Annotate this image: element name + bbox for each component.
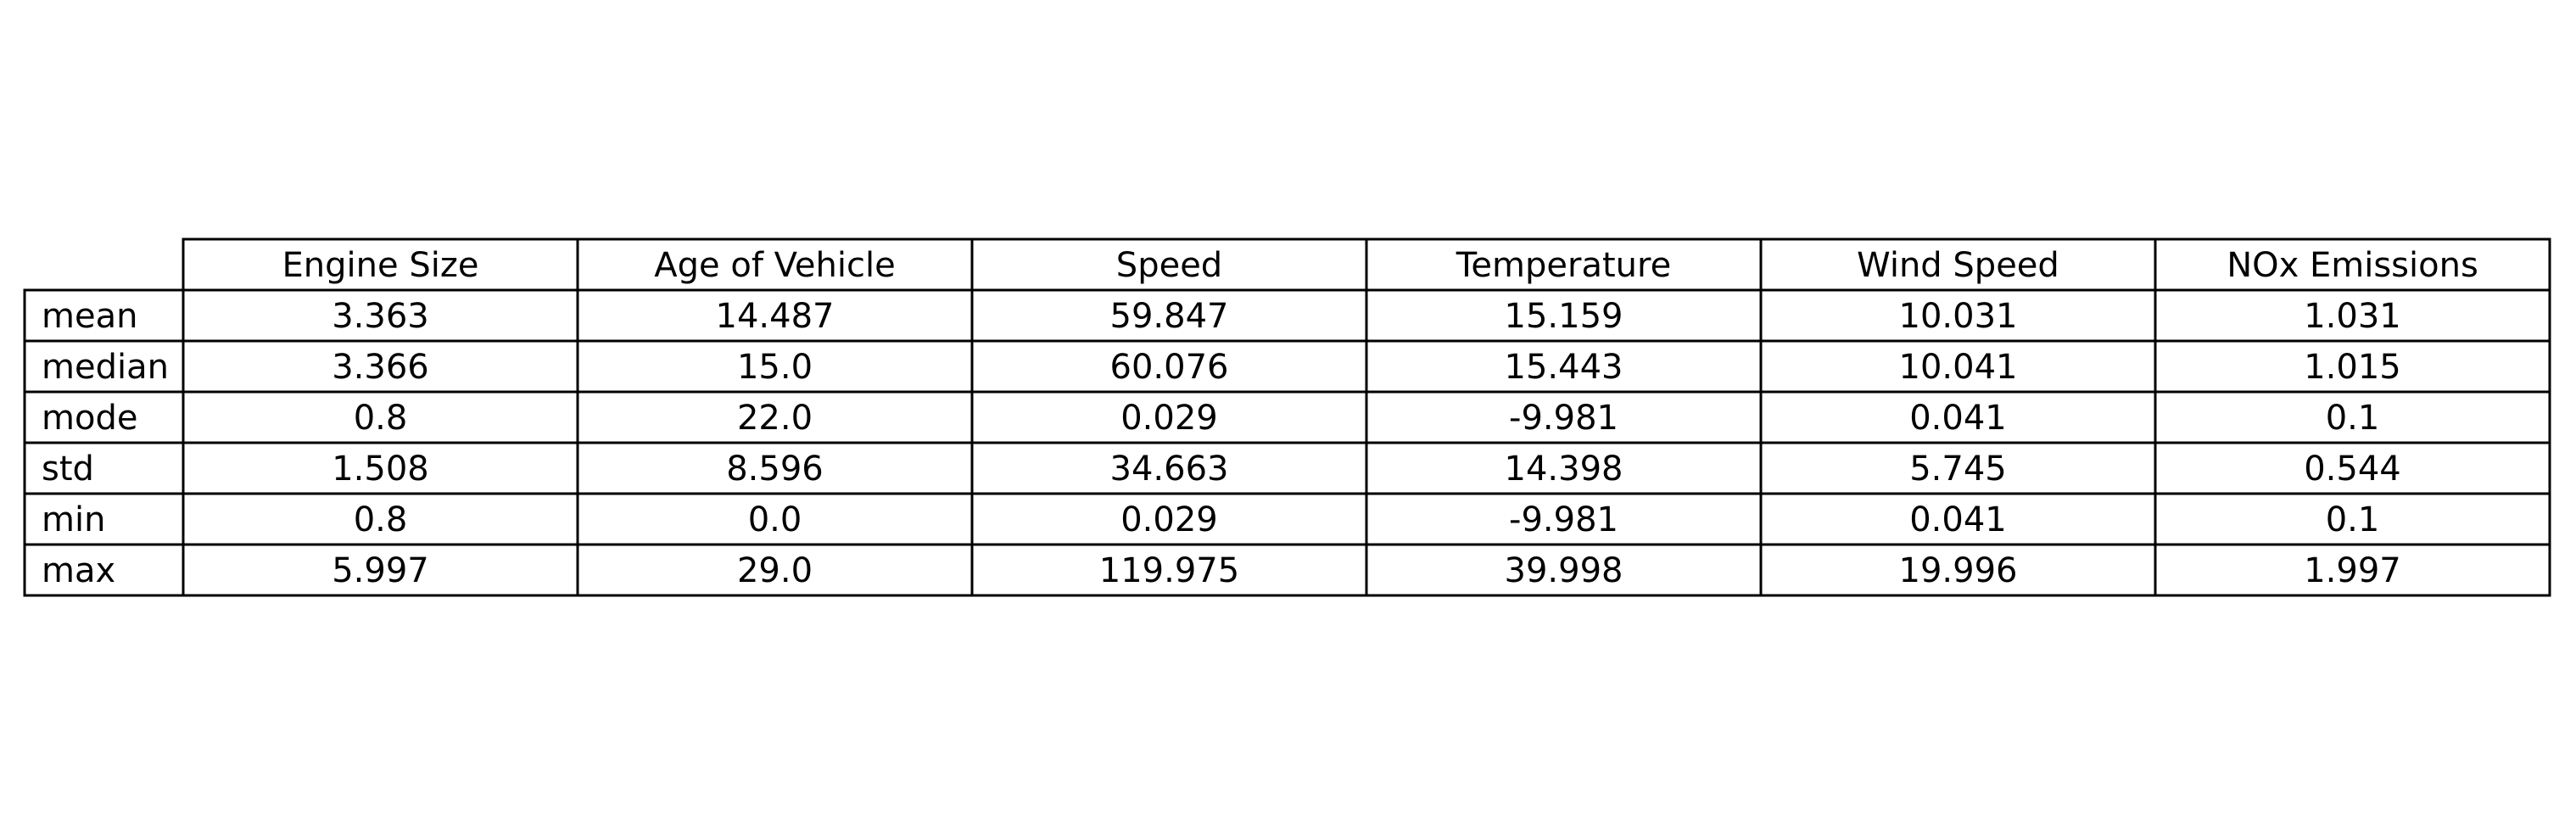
value-median-nox-emissions: 1.015 [2304, 348, 2401, 387]
value-max-speed: 119.975 [1099, 551, 1239, 590]
data-cell-max-speed [970, 543, 1368, 597]
table-cells [23, 237, 2551, 597]
value-mean-age-of-vehicle: 14.487 [716, 297, 835, 336]
value-mode-engine-size: 0.8 [354, 399, 408, 438]
value-mean-speed: 59.847 [1110, 297, 1229, 336]
data-cell-std-engine-size [182, 441, 579, 495]
value-mode-age-of-vehicle: 22.0 [737, 399, 813, 438]
column-header-engine-size: Engine Size [282, 246, 479, 285]
value-min-age-of-vehicle: 0.0 [748, 500, 802, 539]
value-mode-speed: 0.029 [1120, 399, 1218, 438]
column-header-age-of-vehicle: Age of Vehicle [654, 246, 895, 285]
value-median-engine-size: 3.366 [332, 348, 429, 387]
value-min-speed: 0.029 [1120, 500, 1218, 539]
data-cell-mean-engine-size [182, 288, 579, 343]
column-header-wind-speed: Wind Speed [1857, 246, 2059, 285]
row-label-min: min [42, 500, 105, 539]
value-std-age-of-vehicle: 8.596 [726, 450, 824, 489]
value-median-temperature: 15.443 [1505, 348, 1623, 387]
column-header-nox-emissions: NOx Emissions [2227, 246, 2478, 285]
value-min-engine-size: 0.8 [354, 500, 408, 539]
value-max-engine-size: 5.997 [332, 551, 429, 590]
row-label-mean: mean [42, 297, 137, 336]
data-cell-std-speed [970, 441, 1368, 495]
value-mean-temperature: 15.159 [1505, 297, 1623, 336]
value-max-wind-speed: 19.996 [1899, 551, 2018, 590]
value-std-engine-size: 1.508 [332, 450, 429, 489]
data-cell-mean-speed [970, 288, 1368, 343]
value-mean-wind-speed: 10.031 [1899, 297, 2018, 336]
value-std-speed: 34.663 [1110, 450, 1229, 489]
header-cell-nox-emissions [2154, 237, 2551, 292]
value-max-age-of-vehicle: 29.0 [737, 551, 813, 590]
value-mean-engine-size: 3.363 [332, 297, 429, 336]
column-header-speed: Speed [1116, 246, 1222, 285]
column-header-temperature: Temperature [1456, 246, 1671, 285]
data-cell-median-temperature [1365, 339, 1763, 394]
row-label-cell-median [23, 339, 185, 394]
value-min-nox-emissions: 0.1 [2326, 500, 2380, 539]
value-mean-nox-emissions: 1.031 [2304, 297, 2401, 336]
data-cell-median-speed [970, 339, 1368, 394]
data-cell-mode-age-of-vehicle [576, 390, 974, 444]
value-max-temperature: 39.998 [1505, 551, 1623, 590]
value-std-wind-speed: 5.745 [1909, 450, 2007, 489]
row-label-median: median [42, 348, 169, 387]
header-cell-age-of-vehicle [576, 237, 974, 292]
data-cell-median-wind-speed [1759, 339, 2157, 394]
data-cell-mean-wind-speed [1759, 288, 2157, 343]
row-label-mode: mode [42, 399, 137, 438]
data-cell-mode-engine-size [182, 390, 579, 444]
value-mode-wind-speed: 0.041 [1909, 399, 2007, 438]
value-mode-nox-emissions: 0.1 [2326, 399, 2380, 438]
data-cell-median-nox-emissions [2154, 339, 2551, 394]
data-cell-mode-nox-emissions [2154, 390, 2551, 444]
data-cell-min-engine-size [182, 492, 579, 546]
data-cell-median-age-of-vehicle [576, 339, 974, 394]
row-label-cell-mode [23, 390, 185, 444]
data-cell-max-temperature [1365, 543, 1763, 597]
value-min-wind-speed: 0.041 [1909, 500, 2007, 539]
data-cell-min-age-of-vehicle [576, 492, 974, 546]
value-median-age-of-vehicle: 15.0 [737, 348, 813, 387]
row-label-max: max [42, 551, 115, 590]
value-min-temperature: -9.981 [1509, 500, 1618, 539]
data-cell-max-wind-speed [1759, 543, 2157, 597]
data-cell-max-nox-emissions [2154, 543, 2551, 597]
row-label-std: std [42, 450, 94, 489]
value-max-nox-emissions: 1.997 [2304, 551, 2401, 590]
table-texts: Engine Size Age of Vehicle Speed Temperatur… [42, 246, 2478, 590]
value-median-speed: 60.076 [1110, 348, 1229, 387]
header-cell-engine-size [182, 237, 579, 292]
row-label-cell-max [23, 543, 185, 597]
value-std-temperature: 14.398 [1505, 450, 1623, 489]
value-mode-temperature: -9.981 [1509, 399, 1618, 438]
value-median-wind-speed: 10.041 [1899, 348, 2018, 387]
value-std-nox-emissions: 0.544 [2304, 450, 2401, 489]
